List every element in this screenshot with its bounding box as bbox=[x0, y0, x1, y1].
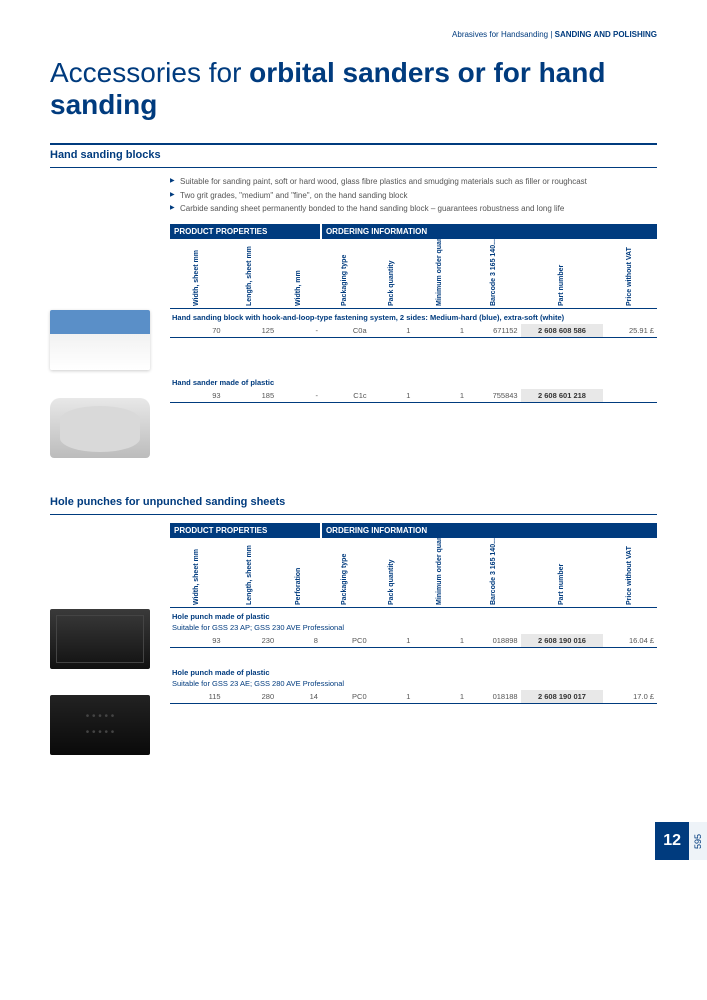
col-header: Pack quantity bbox=[370, 239, 414, 309]
bullet-item: Suitable for sanding paint, soft or hard… bbox=[170, 176, 657, 187]
col-header: Pack quantity bbox=[370, 538, 414, 608]
section1-table: PRODUCT PROPERTIES ORDERING INFORMATION … bbox=[170, 224, 657, 403]
table-row: 70 125 - C0a 1 1 671152 2 608 608 586 25… bbox=[170, 324, 657, 338]
col-header: Width, mm bbox=[277, 239, 321, 309]
product-image-hand-sander bbox=[50, 398, 150, 458]
part-number: 2 608 601 218 bbox=[521, 389, 604, 403]
col-header: Packaging type bbox=[321, 239, 370, 309]
page-number: 595 bbox=[689, 822, 707, 860]
page-title: Accessories for orbital sanders or for h… bbox=[50, 57, 657, 121]
row-subtext: Suitable for GSS 23 AP; GSS 230 AVE Prof… bbox=[170, 623, 657, 634]
section2-heading: Hole punches for unpunched sanding sheet… bbox=[50, 492, 657, 515]
row-subhead: Hand sanding block with hook-and-loop-ty… bbox=[170, 309, 657, 325]
part-number: 2 608 608 586 bbox=[521, 324, 604, 338]
group-header-props: PRODUCT PROPERTIES bbox=[170, 224, 321, 239]
col-header: Part number bbox=[521, 239, 604, 309]
table-row: 93 185 - C1c 1 1 755843 2 608 601 218 bbox=[170, 389, 657, 403]
section1-heading: Hand sanding blocks bbox=[50, 145, 657, 168]
title-prefix: Accessories for bbox=[50, 57, 249, 88]
col-header: Barcode 3 165 140... bbox=[467, 538, 521, 608]
breadcrumb-section: SANDING AND POLISHING bbox=[555, 30, 657, 39]
col-header: Length, sheet mm bbox=[224, 538, 278, 608]
bullet-item: Carbide sanding sheet permanently bonded… bbox=[170, 203, 657, 214]
part-number: 2 608 190 016 bbox=[521, 634, 604, 648]
col-header: Barcode 3 165 140... bbox=[467, 239, 521, 309]
row-subhead: Hand sander made of plastic bbox=[170, 374, 657, 389]
product-image-hole-punch-2 bbox=[50, 695, 150, 755]
col-header: Width, sheet mm bbox=[170, 538, 224, 608]
breadcrumb-path: Abrasives for Handsanding bbox=[452, 30, 548, 39]
section2-table: PRODUCT PROPERTIES ORDERING INFORMATION … bbox=[170, 523, 657, 704]
col-header: Length, sheet mm bbox=[224, 239, 278, 309]
product-image-hole-punch-1 bbox=[50, 609, 150, 669]
col-header: Part number bbox=[521, 538, 604, 608]
part-number: 2 608 190 017 bbox=[521, 690, 604, 704]
col-header: Price without VAT bbox=[603, 239, 657, 309]
table-row: 115 280 14 PC0 1 1 018188 2 608 190 017 … bbox=[170, 690, 657, 704]
group-header-order: ORDERING INFORMATION bbox=[321, 224, 657, 239]
product-image-sanding-block bbox=[50, 310, 150, 370]
row-subhead: Hole punch made of plastic bbox=[170, 608, 657, 624]
bullet-item: Two grit grades, "medium" and "fine", on… bbox=[170, 190, 657, 201]
page-tab: 12 595 bbox=[655, 822, 707, 860]
col-header: Minimum order quantity bbox=[413, 538, 467, 608]
group-header-order: ORDERING INFORMATION bbox=[321, 523, 657, 538]
col-header: Width, sheet mm bbox=[170, 239, 224, 309]
chapter-number: 12 bbox=[655, 822, 689, 860]
section1-bullets: Suitable for sanding paint, soft or hard… bbox=[170, 176, 657, 214]
table-row: 93 230 8 PC0 1 1 018898 2 608 190 016 16… bbox=[170, 634, 657, 648]
row-subhead: Hole punch made of plastic bbox=[170, 664, 657, 679]
col-header: Minimum order quantity bbox=[413, 239, 467, 309]
col-header: Packaging type bbox=[321, 538, 370, 608]
col-header: Perforation bbox=[277, 538, 321, 608]
breadcrumb: Abrasives for Handsanding | SANDING AND … bbox=[50, 30, 657, 39]
group-header-props: PRODUCT PROPERTIES bbox=[170, 523, 321, 538]
col-header: Price without VAT bbox=[603, 538, 657, 608]
row-subtext: Suitable for GSS 23 AE; GSS 280 AVE Prof… bbox=[170, 679, 657, 690]
